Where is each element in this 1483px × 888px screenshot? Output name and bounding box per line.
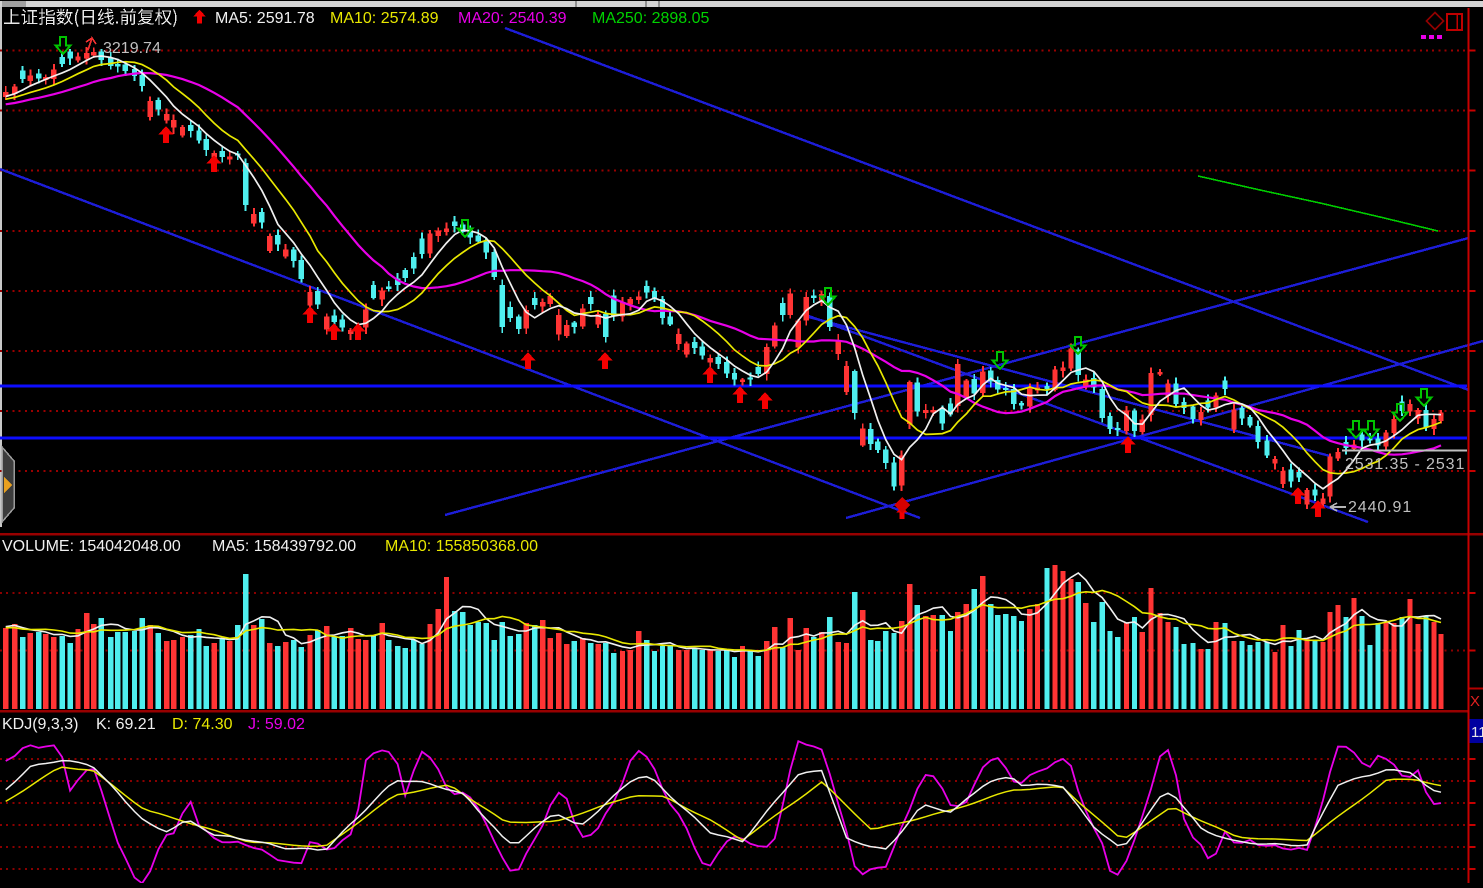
- svg-text:MA5: 2591.78: MA5: 2591.78: [215, 10, 315, 27]
- svg-text:2440.91: 2440.91: [1348, 499, 1412, 516]
- svg-text:D: 74.30: D: 74.30: [172, 716, 233, 733]
- svg-text:MA10: 155850368.00: MA10: 155850368.00: [385, 538, 538, 555]
- svg-text:X: X: [1470, 693, 1480, 710]
- svg-text:MA20: 2540.39: MA20: 2540.39: [458, 10, 567, 27]
- svg-text:J: 59.02: J: 59.02: [248, 716, 305, 733]
- svg-text:MA5: 158439792.00: MA5: 158439792.00: [212, 538, 356, 555]
- svg-text:2531.35 - 2531: 2531.35 - 2531: [1345, 456, 1465, 473]
- svg-text:11: 11: [1471, 724, 1483, 741]
- svg-text:3219.74: 3219.74: [103, 40, 161, 57]
- svg-text:KDJ(9,3,3): KDJ(9,3,3): [2, 716, 78, 733]
- svg-text:K: 69.21: K: 69.21: [96, 716, 156, 733]
- svg-text:MA250: 2898.05: MA250: 2898.05: [592, 10, 710, 27]
- svg-text:MA10: 2574.89: MA10: 2574.89: [330, 10, 439, 27]
- svg-text:VOLUME: 154042048.00: VOLUME: 154042048.00: [2, 538, 181, 555]
